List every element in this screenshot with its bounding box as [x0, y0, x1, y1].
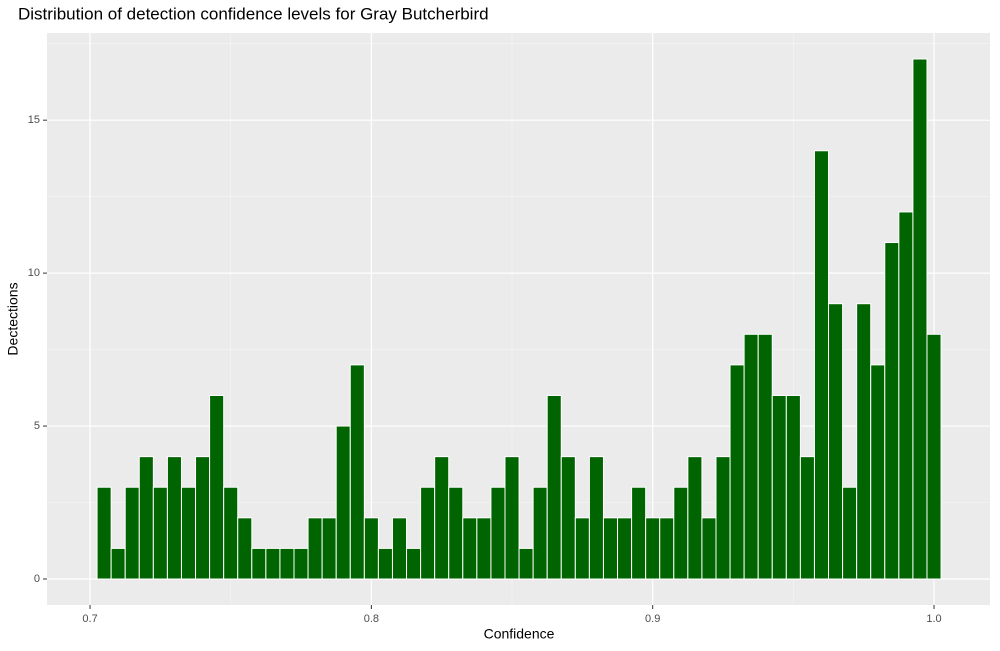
bar [335, 425, 351, 580]
bar [645, 517, 661, 580]
bar [785, 394, 801, 580]
y-tick-label: 15 [28, 114, 40, 126]
bar [884, 242, 900, 580]
bar [912, 58, 928, 580]
bar [715, 456, 731, 580]
bar [799, 456, 815, 580]
bar [406, 547, 422, 580]
bar [321, 517, 337, 580]
bar [574, 517, 590, 580]
bar [546, 394, 562, 580]
bar [209, 394, 225, 580]
bar [673, 486, 689, 580]
bar [293, 547, 309, 580]
bar [166, 456, 182, 580]
bar [363, 517, 379, 580]
bar [659, 517, 675, 580]
bar [265, 547, 281, 580]
bar [687, 456, 703, 580]
bar [96, 486, 112, 580]
bar [743, 333, 759, 580]
bar [898, 211, 914, 580]
x-axis-label: Confidence [484, 626, 555, 642]
bar [152, 486, 168, 580]
bar [279, 547, 295, 580]
y-axis-label: Dectections [5, 282, 21, 355]
bar [856, 303, 872, 580]
bar [870, 364, 886, 580]
bar [237, 517, 253, 580]
bar [307, 517, 323, 580]
chart-title: Distribution of detection confidence lev… [18, 4, 489, 23]
bar [420, 486, 436, 580]
bar [729, 364, 745, 580]
bar [813, 150, 830, 580]
bar [617, 517, 633, 580]
x-tick-label: 1.0 [926, 613, 941, 625]
bar [391, 517, 408, 580]
bar [490, 486, 506, 580]
bar [124, 486, 140, 580]
bar [518, 547, 534, 580]
bar [532, 486, 548, 580]
bar [223, 486, 239, 580]
bar [180, 486, 197, 580]
bar [349, 364, 365, 580]
bar [448, 486, 464, 580]
y-tick-label: 10 [28, 267, 40, 279]
bar [110, 547, 126, 580]
y-tick-label: 5 [34, 420, 40, 432]
bar [828, 303, 844, 580]
x-tick-label: 0.7 [82, 613, 97, 625]
bar [195, 456, 211, 580]
bar [701, 517, 717, 580]
bar [757, 333, 773, 580]
bar [560, 456, 576, 580]
bar [842, 486, 858, 580]
bar [434, 456, 450, 580]
bar [926, 333, 942, 580]
bar [251, 547, 267, 580]
bar [771, 394, 787, 580]
bar [462, 517, 478, 580]
bar [588, 456, 604, 580]
bar [377, 547, 393, 580]
x-tick-label: 0.9 [645, 613, 660, 625]
bar [631, 486, 647, 580]
x-tick-label: 0.8 [364, 613, 379, 625]
bar [138, 456, 154, 580]
y-tick-label: 0 [34, 573, 40, 585]
bars [96, 58, 942, 580]
bar [602, 517, 619, 580]
bar [504, 456, 520, 580]
bar [476, 517, 492, 580]
